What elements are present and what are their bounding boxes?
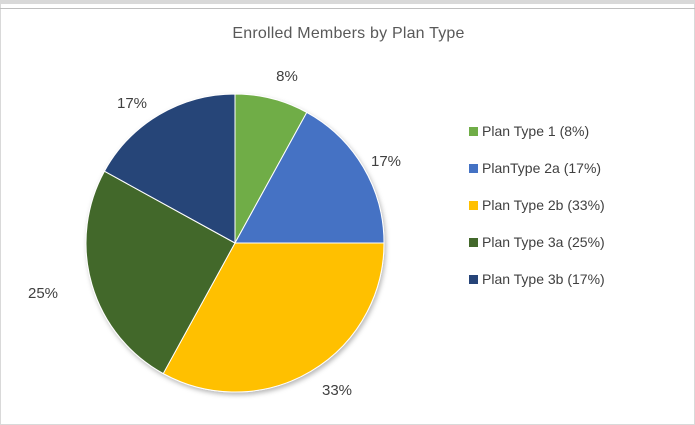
legend-swatch [469,200,478,210]
pie-slice-3 [162,242,385,393]
pie-slice-4 [85,170,236,375]
legend-label: Plan Type 3b (17%) [482,271,605,287]
legend-swatch [469,163,478,173]
legend-label: PlanType 2a (17%) [482,160,602,176]
data-label-2: 17% [371,153,401,170]
legend-swatch [469,126,478,136]
legend-item-3: Plan Type 2b (33%) [469,195,605,215]
pie-slice-5 [103,93,236,244]
pie-chart: 8% 17% 33% 25% 17% [28,68,401,399]
legend-label: Plan Type 1 (8%) [482,123,590,139]
pie-data-labels: 8% 17% 33% 25% 17% [28,68,401,399]
legend-label: Plan Type 3a (25%) [482,234,605,250]
data-label-4: 25% [28,285,58,302]
legend-label: Plan Type 2b (33%) [482,197,605,213]
pie-slice-2 [234,111,385,244]
legend-swatch [469,274,478,284]
chart-title: Enrolled Members by Plan Type [232,25,465,42]
data-label-3: 33% [322,382,352,399]
data-label-5: 17% [117,95,147,112]
legend-item-4: Plan Type 3a (25%) [469,232,605,252]
legend-swatch [469,237,478,247]
legend-item-5: Plan Type 3b (17%) [469,269,605,289]
data-label-1: 8% [276,68,298,85]
pie-slices [85,93,385,393]
legend-item-2: PlanType 2a (17%) [469,158,601,178]
legend-item-1: Plan Type 1 (8%) [469,121,589,141]
